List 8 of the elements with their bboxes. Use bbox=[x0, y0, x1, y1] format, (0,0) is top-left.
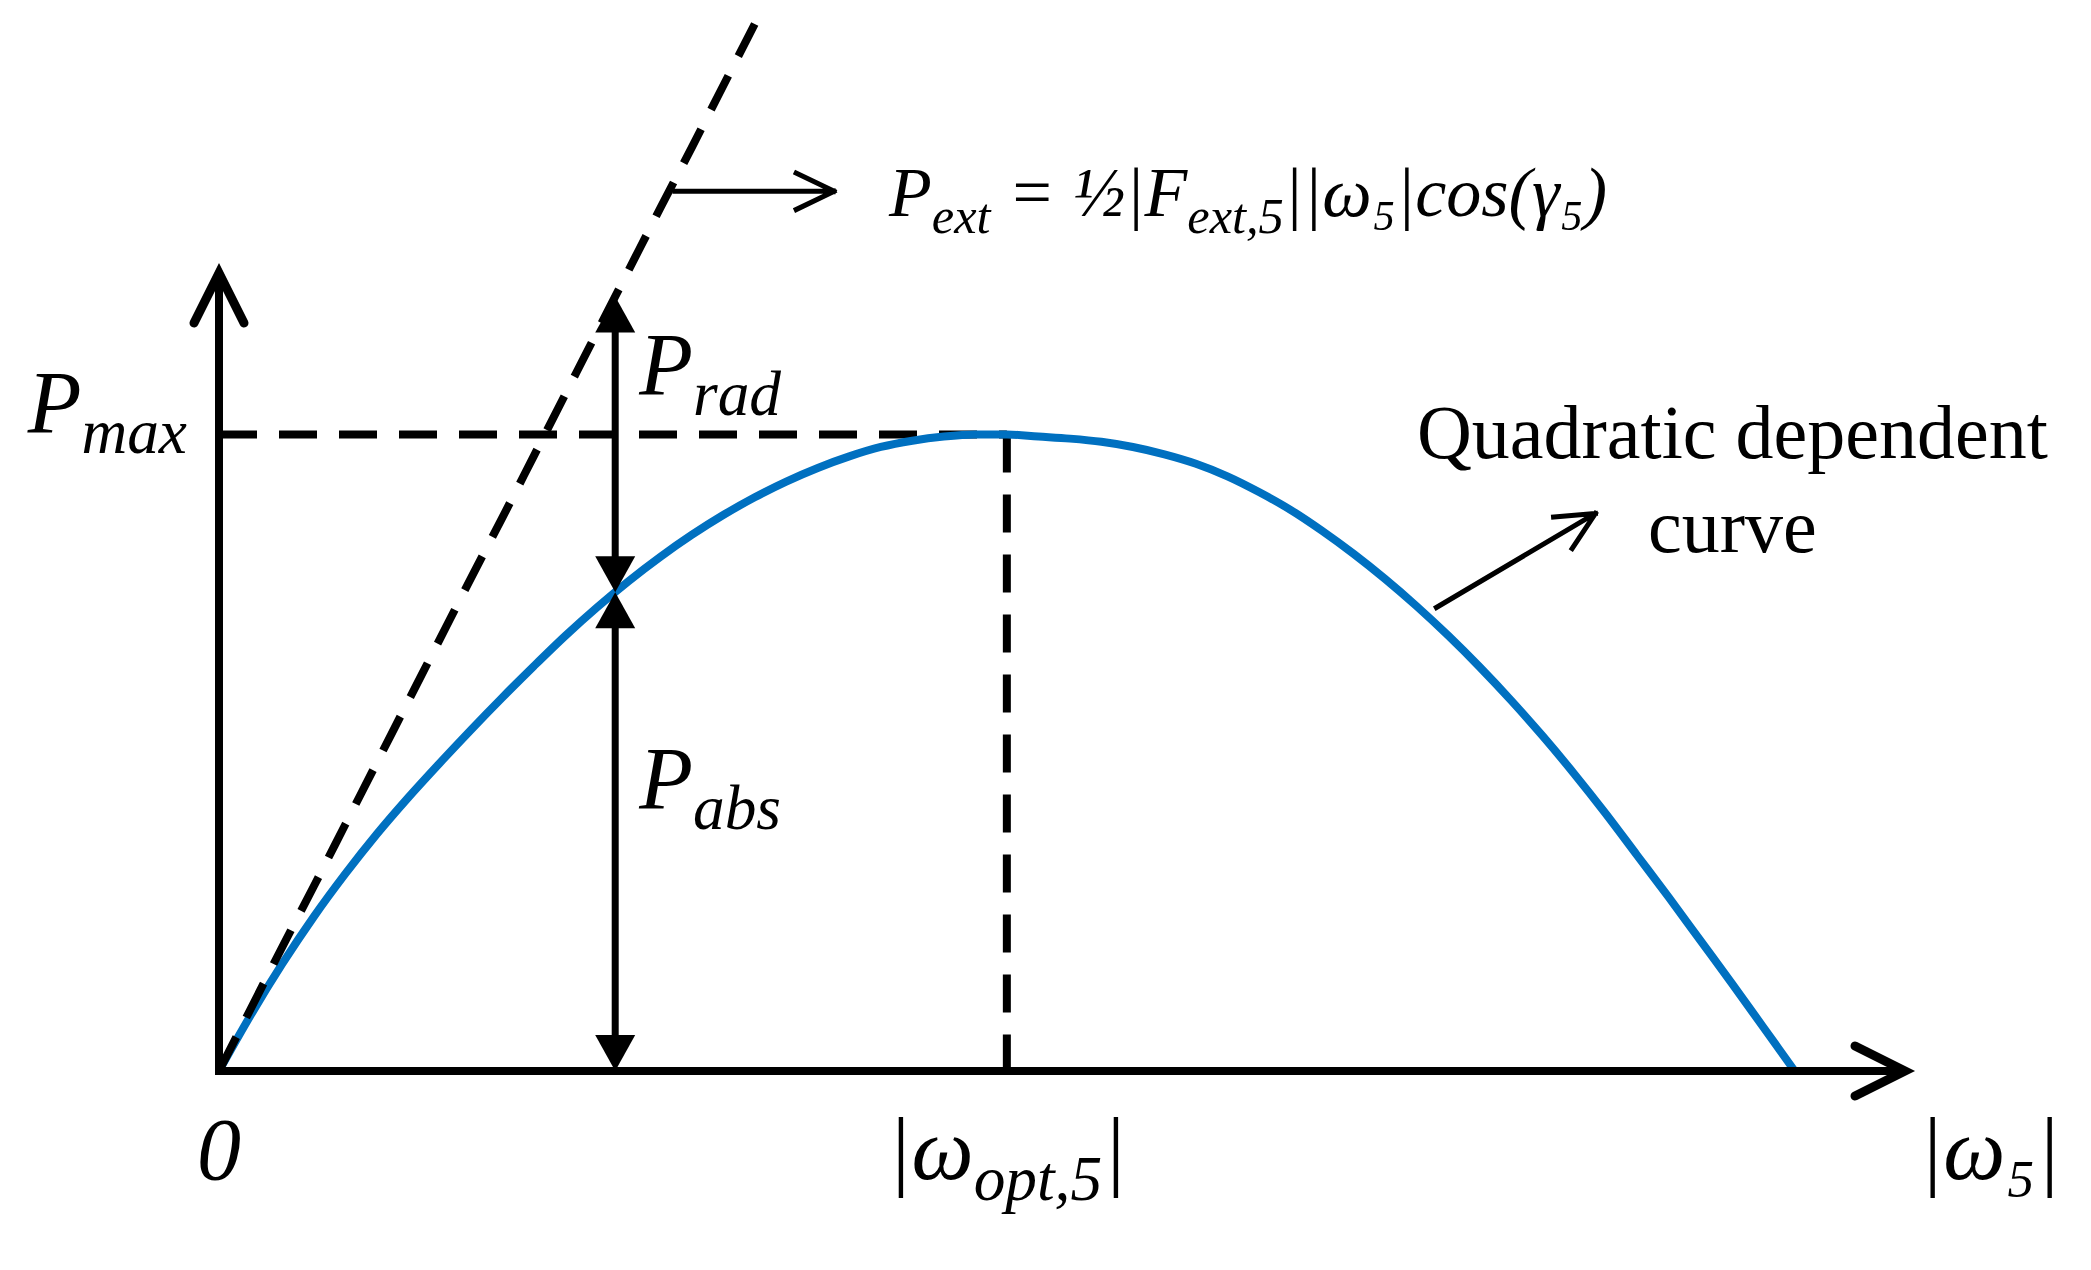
annotation: P$_{rad}$ bbox=[638, 316, 782, 430]
x-tick-label: |ω$_{opt,5}$| bbox=[887, 1101, 1127, 1215]
annotation: P$_{abs}$ bbox=[638, 729, 782, 843]
ref-line-label: P$_{max}$ bbox=[26, 354, 187, 468]
legend-label: P$_{ext}$ = ½|F$_{ext,5}$||ω₅|cos(γ₅) bbox=[888, 154, 1608, 245]
x-tick-label: 0 bbox=[197, 1101, 241, 1198]
x-axis-title: |ω₅| bbox=[1919, 1101, 2061, 1198]
series-label: Quadratic dependent curve bbox=[1416, 390, 2048, 569]
